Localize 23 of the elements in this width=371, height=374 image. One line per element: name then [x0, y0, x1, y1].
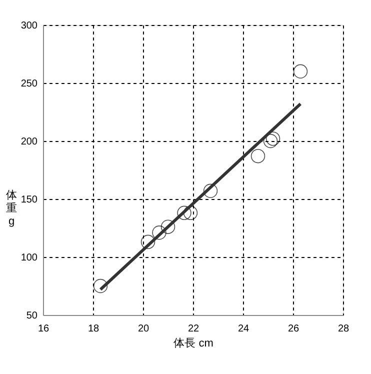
point [250, 148, 266, 164]
x-tick-label: 18 [88, 324, 100, 334]
point [293, 64, 308, 78]
y-tick-label: 100 [20, 252, 38, 264]
y-tick-label: 300 [20, 20, 38, 32]
x-tick-label: 28 [338, 324, 350, 334]
point [203, 184, 218, 198]
x-tick-label: 24 [238, 324, 250, 334]
point [152, 226, 166, 240]
point [160, 220, 176, 234]
y-axis-title: 体重 g [6, 190, 17, 228]
x-tick-label: 26 [288, 324, 300, 334]
y-tick-label: 250 [20, 78, 38, 90]
x-tick-label: 22 [188, 324, 200, 334]
y-tick-label: 150 [20, 194, 38, 206]
x-tick-label: 20 [138, 324, 150, 334]
x-axis-title: 体長 cm [174, 338, 214, 350]
point [140, 234, 156, 250]
y-tick-label: 50 [26, 310, 38, 322]
point [177, 206, 192, 220]
point [93, 278, 108, 294]
y-tick-label: 200 [20, 136, 38, 148]
x-tick-label: 16 [38, 324, 50, 334]
